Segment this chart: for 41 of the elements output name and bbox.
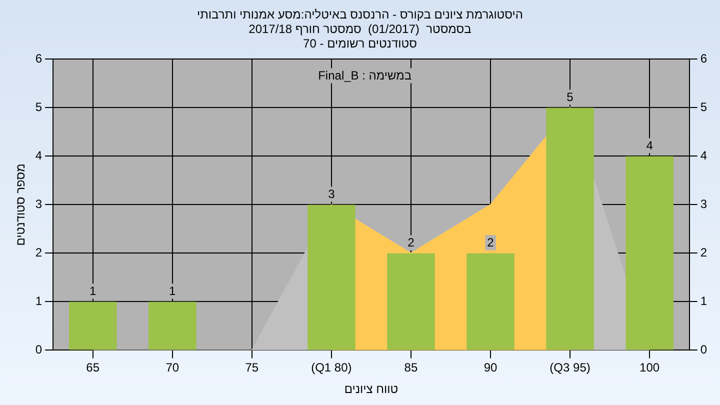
y2-tick-label: 3	[700, 197, 708, 212]
x-tick-label: 65	[86, 360, 100, 375]
chart-subtitle: בסמסטר (01/2017) סמסטר חורף 2017/18 סטודנטים רשומים - 70	[248, 22, 472, 50]
y-tick-label: 3	[35, 197, 42, 212]
data-label: 2	[408, 236, 415, 250]
x-tick-label: (Q1 80)	[311, 360, 352, 375]
bar	[308, 204, 356, 350]
y-tick-label: 2	[35, 246, 42, 260]
chart-title: היסטוגרמת ציונים בקורס - הרנסנס באיטליה:מסע אמנותי ותרבותי	[197, 8, 523, 22]
bar	[148, 302, 196, 350]
bar	[546, 108, 594, 350]
y-tick-label: 4	[35, 148, 42, 163]
x-tick-label: 70	[166, 360, 180, 375]
x-tick-label: 85	[404, 360, 418, 375]
y-tick-label: 5	[35, 100, 42, 114]
y2-tick-label: 5	[700, 100, 708, 114]
annotation: במשימה : Final_B	[318, 68, 412, 83]
x-axis-title: טווח ציונים	[344, 382, 398, 396]
y2-tick-label: 1	[700, 294, 708, 308]
bar	[68, 302, 117, 350]
y2-tick-label: 2	[700, 246, 708, 260]
x-tick-label: 100	[640, 360, 660, 375]
y-axis-title: מספר סטודנטים	[14, 164, 28, 246]
data-label: 2	[487, 236, 494, 250]
bar	[626, 156, 674, 350]
y2-tick-label: 6	[700, 52, 708, 66]
x-tick-label: 75	[245, 360, 259, 375]
y2-tick-label: 4	[700, 148, 708, 163]
data-label: 1	[169, 284, 176, 298]
y-tick-label: 1	[35, 294, 42, 308]
y-tick-label: 6	[35, 52, 42, 66]
y-tick-label: 0	[35, 342, 42, 357]
bar	[466, 253, 514, 350]
x-tick-label: 90	[484, 360, 498, 375]
data-label: 4	[646, 138, 654, 153]
x-tick-label: (Q3 95)	[550, 360, 590, 375]
bar	[387, 253, 435, 350]
data-label: 1	[89, 284, 96, 298]
data-label: 3	[328, 187, 336, 202]
data-label: 5	[566, 90, 574, 104]
y2-tick-label: 0	[700, 342, 708, 357]
